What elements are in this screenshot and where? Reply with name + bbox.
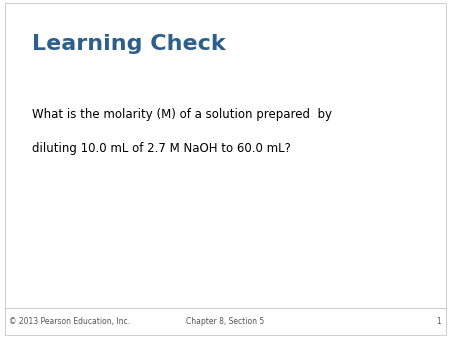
FancyBboxPatch shape	[4, 3, 446, 335]
Text: diluting 10.0 mL of 2.7 M NaOH to 60.0 mL?: diluting 10.0 mL of 2.7 M NaOH to 60.0 m…	[32, 142, 290, 155]
Text: Chapter 8, Section 5: Chapter 8, Section 5	[186, 317, 264, 325]
Text: What is the molarity (M) of a solution prepared  by: What is the molarity (M) of a solution p…	[32, 108, 332, 121]
Text: 1: 1	[436, 317, 441, 325]
Text: Learning Check: Learning Check	[32, 34, 225, 54]
Text: © 2013 Pearson Education, Inc.: © 2013 Pearson Education, Inc.	[9, 317, 130, 325]
